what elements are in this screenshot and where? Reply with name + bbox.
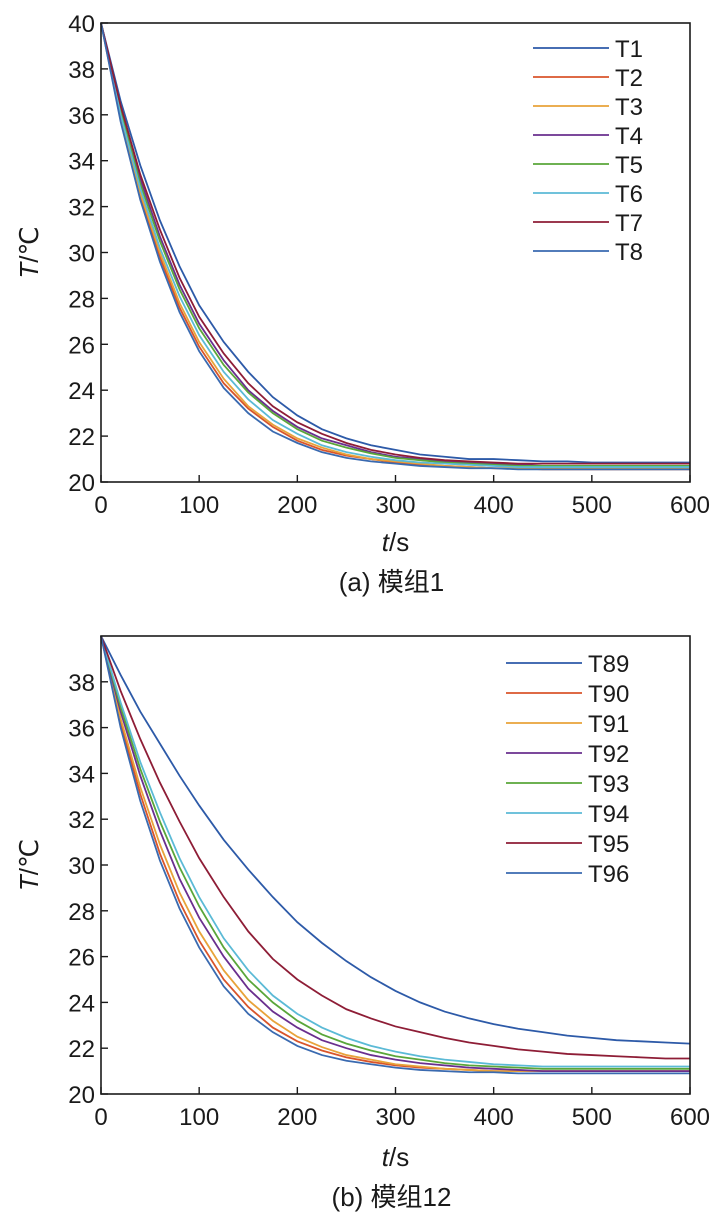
y-tick-label: 22 — [68, 1036, 95, 1063]
legend-label-t2: T2 — [615, 65, 643, 92]
legend-label-t92: T92 — [588, 741, 629, 768]
y-tick-label: 30 — [68, 241, 95, 268]
y-tick-label: 22 — [68, 424, 95, 451]
x-tick-label: 600 — [670, 492, 710, 519]
legend-label-t4: T4 — [615, 123, 643, 150]
legend-label-t91: T91 — [588, 711, 629, 738]
series-line-t94 — [100, 635, 690, 1068]
legend-label-t89: T89 — [588, 651, 629, 678]
series-line-t95 — [100, 635, 690, 1060]
chart-module-1: 0 100 200 300 400 500 600 20 22 24 26 28 30 32 34 36 38 4… — [14, 11, 710, 597]
x-tick-label: 200 — [277, 492, 317, 519]
x-tick-label: 500 — [572, 1104, 612, 1131]
y-tick-label: 38 — [68, 670, 95, 697]
legend-label-t90: T90 — [588, 681, 629, 708]
series-line-t1 — [100, 22, 690, 464]
y-tick-label: 20 — [68, 470, 95, 497]
series-line-t5 — [100, 22, 690, 467]
x-tick-label: 300 — [375, 1104, 415, 1131]
y-tick-label: 36 — [68, 716, 95, 743]
legend: T89 T90 T91 T92 T93 T94 T95 T96 — [506, 651, 629, 888]
x-tick-label: 500 — [572, 492, 612, 519]
y-tick-label: 40 — [68, 11, 95, 38]
legend-label-t96: T96 — [588, 861, 629, 888]
x-tick-label: 400 — [474, 1104, 514, 1131]
series-line-t8 — [100, 22, 690, 471]
series-line-t93 — [100, 635, 690, 1070]
series-line-t3 — [100, 22, 690, 470]
x-axis-label: t/s — [382, 1142, 409, 1172]
series-line-t7 — [100, 22, 690, 465]
y-tick-label: 28 — [68, 899, 95, 926]
series-line-t89 — [100, 635, 691, 1045]
y-tick-label: 36 — [68, 103, 95, 130]
x-tick-label: 200 — [277, 1104, 317, 1131]
y-tick-label: 34 — [68, 149, 95, 176]
y-tick-label: 32 — [68, 807, 95, 834]
y-tick-label: 30 — [68, 853, 95, 880]
legend-label-t8: T8 — [615, 239, 643, 266]
legend-label-t5: T5 — [615, 152, 643, 179]
y-tick-label: 20 — [68, 1082, 95, 1109]
y-tick-label: 24 — [68, 990, 95, 1017]
y-tick-label: 24 — [68, 378, 95, 405]
figure-caption: (b) 模组12 — [332, 1182, 452, 1212]
series-line-t6 — [100, 22, 690, 468]
y-tick-label: 26 — [68, 945, 95, 972]
legend-label-t3: T3 — [615, 94, 643, 121]
chart-module-12: 0 100 200 300 400 500 600 20 22 24 26 28 30 32 34 36 38 t… — [14, 635, 710, 1212]
y-tick-label: 32 — [68, 195, 95, 222]
legend-label-t6: T6 — [615, 181, 643, 208]
x-tick-label: 100 — [179, 1104, 219, 1131]
y-tick-label: 34 — [68, 761, 95, 788]
series-line-t4 — [100, 22, 690, 467]
legend-label-t1: T1 — [615, 36, 643, 63]
series-line-t92 — [100, 635, 690, 1072]
x-tick-label: 600 — [670, 1104, 710, 1131]
x-tick-label: 300 — [375, 492, 415, 519]
legend-label-t94: T94 — [588, 801, 629, 828]
x-tick-label: 100 — [179, 492, 219, 519]
legend-label-t95: T95 — [588, 831, 629, 858]
y-tick-label: 38 — [68, 57, 95, 84]
x-tick-label: 400 — [474, 492, 514, 519]
series-line-t96 — [100, 635, 690, 1075]
y-axis-label: T/℃ — [14, 839, 44, 891]
y-tick-label: 26 — [68, 332, 95, 359]
series-line-t2 — [100, 22, 690, 471]
plot-frame — [100, 22, 691, 483]
legend-label-t7: T7 — [615, 210, 643, 237]
x-tick-label: 0 — [94, 492, 107, 519]
x-axis-label: t/s — [382, 527, 409, 557]
x-tick-label: 0 — [94, 1104, 107, 1131]
legend-label-t93: T93 — [588, 771, 629, 798]
y-tick-label: 28 — [68, 286, 95, 313]
figure-caption: (a) 模组1 — [339, 567, 444, 597]
y-axis-label: T/℃ — [14, 226, 44, 278]
